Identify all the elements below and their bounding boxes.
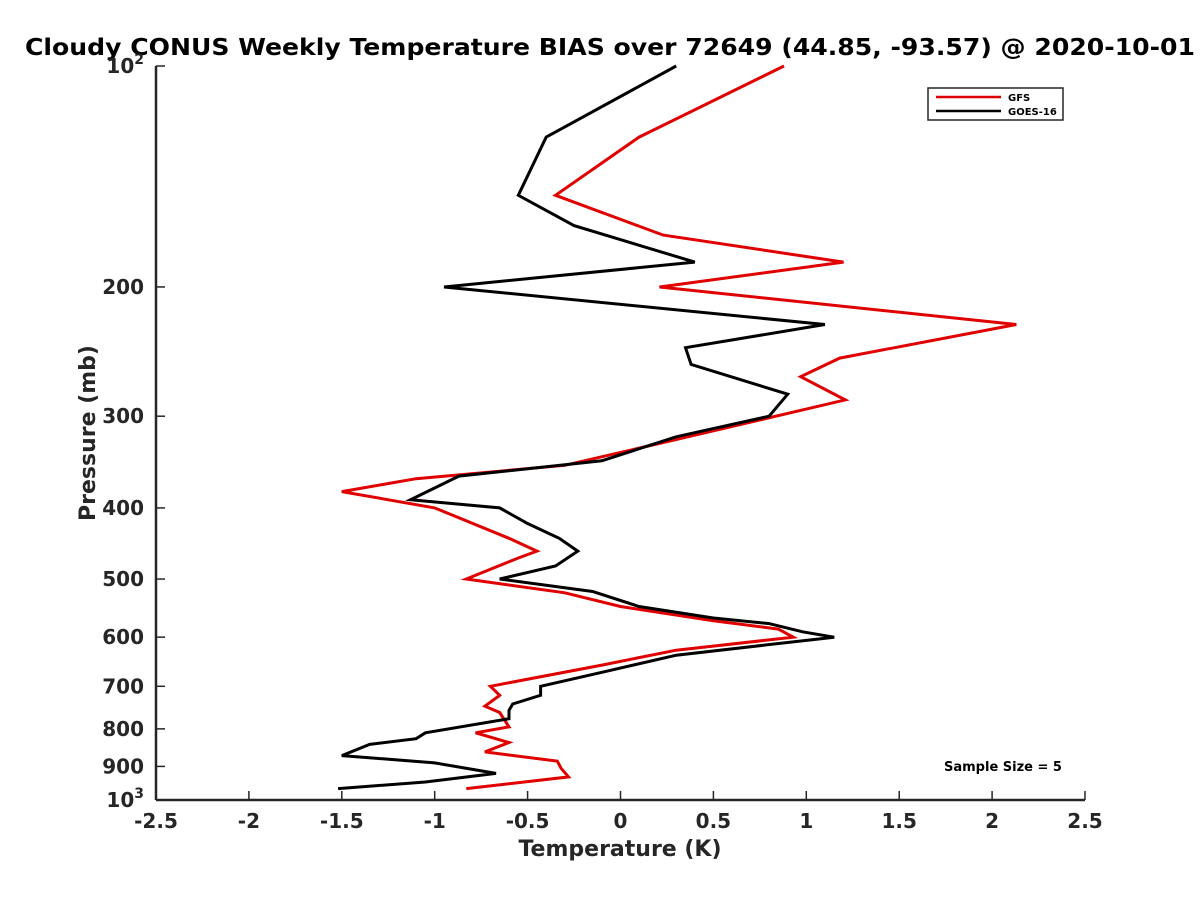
y-tick-label: 400: [102, 496, 144, 520]
y-tick-label-exponent: 2: [134, 52, 144, 68]
x-tick-label: -1: [424, 809, 446, 833]
y-tick-label: 200: [102, 275, 144, 299]
series-layer: [337, 64, 1017, 791]
y-tick-label-exponent: 3: [134, 786, 144, 802]
y-tick-label-base: 300: [102, 404, 144, 428]
y-tick-label-base: 900: [102, 754, 144, 778]
x-tick-label: 2.5: [1067, 809, 1102, 833]
y-tick-label: 103: [106, 786, 144, 812]
legend: GFS GOES-16: [927, 87, 1064, 121]
y-tick-label-base: 200: [102, 275, 144, 299]
x-tick-label: 1.5: [881, 809, 916, 833]
x-tick-label: -2.5: [134, 809, 178, 833]
y-tick-label: 800: [102, 717, 144, 741]
legend-box: [927, 87, 1064, 121]
chart-title: Cloudy CONUS Weekly Temperature BIAS ove…: [25, 35, 1195, 61]
y-tick-label: 600: [102, 625, 144, 649]
x-tick-label: -2: [238, 809, 260, 833]
sample-size-note: Sample Size = 5: [944, 760, 1062, 775]
y-tick-label-base: 10: [106, 54, 134, 78]
x-tick-label: 2: [985, 809, 999, 833]
x-axis-title: Temperature (K): [518, 837, 721, 862]
y-tick-label: 300: [102, 404, 144, 428]
x-tick-label: -1.5: [320, 809, 364, 833]
y-tick-label-base: 600: [102, 625, 144, 649]
y-tick-label-base: 400: [102, 496, 144, 520]
y-tick-label-base: 800: [102, 717, 144, 741]
x-tick-label: -0.5: [506, 809, 550, 833]
legend-label: GOES-16: [1008, 107, 1057, 118]
y-tick-label: 500: [102, 567, 144, 591]
x-tick-label: 0.5: [696, 809, 731, 833]
series-line-goes-16: [337, 64, 835, 791]
x-tick-label: 0: [614, 809, 628, 833]
x-ticks: -2.5 -2 -1.5 -1 -0.5 0 0.5 1 1.5 2 2.5: [134, 791, 1103, 833]
series-line-gfs: [341, 64, 1017, 791]
y-axis-title: Pressure (mb): [76, 345, 101, 521]
x-tick-label: 1: [799, 809, 813, 833]
y-tick-label-base: 700: [102, 674, 144, 698]
y-tick-label: 102: [106, 52, 144, 78]
legend-label: GFS: [1008, 93, 1030, 104]
y-tick-label: 700: [102, 674, 144, 698]
y-tick-label-base: 10: [106, 788, 134, 812]
y-tick-label-base: 500: [102, 567, 144, 591]
y-tick-label: 900: [102, 754, 144, 778]
